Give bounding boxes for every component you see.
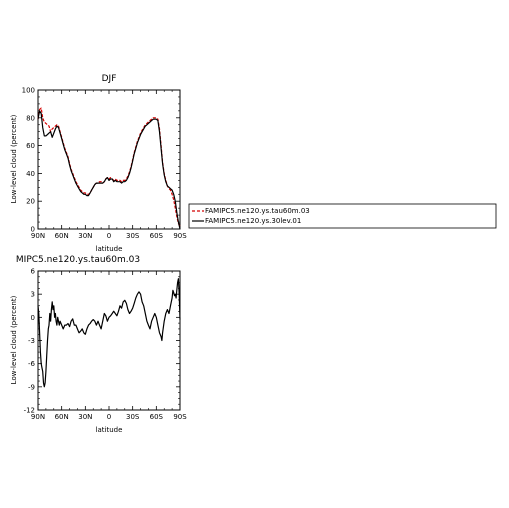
top-chart: DJF 0 20 40 60 80 100 90N 60N 30N 0 30S 60S 90S lat… <box>10 74 187 253</box>
top-series-line-1 <box>37 110 181 230</box>
bottom-x-tick-label: 0 <box>107 413 111 421</box>
top-y-ticks: 0 20 40 60 80 100 <box>22 87 180 234</box>
legend: FAMIPC5.ne120.ys.tau60m.03 FAMIPC5.ne120… <box>188 203 497 229</box>
bottom-y-tick-label: 3 <box>31 291 35 299</box>
top-y-axis-label: Low-level cloud (percent) <box>10 114 18 203</box>
bottom-y-tick-label: -12 <box>24 407 35 415</box>
top-x-tick-label: 0 <box>107 232 111 240</box>
bottom-y-tick-label: -9 <box>28 383 35 391</box>
bottom-x-tick-label: 90S <box>173 413 187 421</box>
bottom-x-tick-label: 30S <box>126 413 140 421</box>
top-y-tick-label: 0 <box>31 226 35 234</box>
bottom-y-tick-label: 0 <box>31 314 35 322</box>
top-y-tick-label: 40 <box>26 170 35 178</box>
top-x-tick-label: 90N <box>31 232 45 240</box>
legend-label-30lev: FAMIPC5.ne120.ys.30lev.01 <box>205 217 301 225</box>
top-plot-frame <box>37 89 181 230</box>
bottom-series-line-0 <box>37 278 181 388</box>
bottom-x-tick-label: 60S <box>150 413 164 421</box>
bottom-x-axis-label: latitude <box>96 426 123 434</box>
bottom-plot-frame <box>37 270 181 411</box>
top-y-tick-label: 100 <box>22 87 35 95</box>
top-x-axis-label: latitude <box>96 245 123 253</box>
top-x-ticks: 90N 60N 30N 0 30S 60S 90S <box>31 90 187 240</box>
bottom-series <box>37 278 181 388</box>
legend-label-tau60m: FAMIPC5.ne120.ys.tau60m.03 <box>205 207 310 215</box>
bottom-x-ticks: 90N 60N 30N 0 30S 60S 90S <box>31 271 187 421</box>
top-x-tick-label: 90S <box>173 232 187 240</box>
legend-box <box>188 203 497 229</box>
top-x-tick-label: 60S <box>150 232 164 240</box>
bottom-y-tick-label: 6 <box>31 268 36 276</box>
bottom-x-tick-label: 90N <box>31 413 45 421</box>
top-x-tick-label: 60N <box>55 232 69 240</box>
top-x-tick-label: 30S <box>126 232 140 240</box>
top-y-tick-label: 80 <box>26 114 35 122</box>
bottom-chart: MIPC5.ne120.ys.tau60m.03 -12 -9 -6 -3 0 3 6 90… <box>10 255 187 434</box>
bottom-y-tick-label: -6 <box>28 360 36 368</box>
bottom-y-tick-label: -3 <box>28 337 35 345</box>
top-y-tick-label: 20 <box>26 198 35 206</box>
top-series <box>37 107 181 230</box>
bottom-y-axis-label: Low-level cloud (percent) <box>10 295 18 384</box>
top-x-tick-label: 30N <box>78 232 92 240</box>
top-y-tick-label: 60 <box>26 142 35 150</box>
bottom-x-tick-label: 60N <box>55 413 69 421</box>
bottom-x-tick-label: 30N <box>78 413 92 421</box>
top-chart-title: DJF <box>102 74 117 84</box>
bottom-chart-title: MIPC5.ne120.ys.tau60m.03 <box>16 255 140 265</box>
